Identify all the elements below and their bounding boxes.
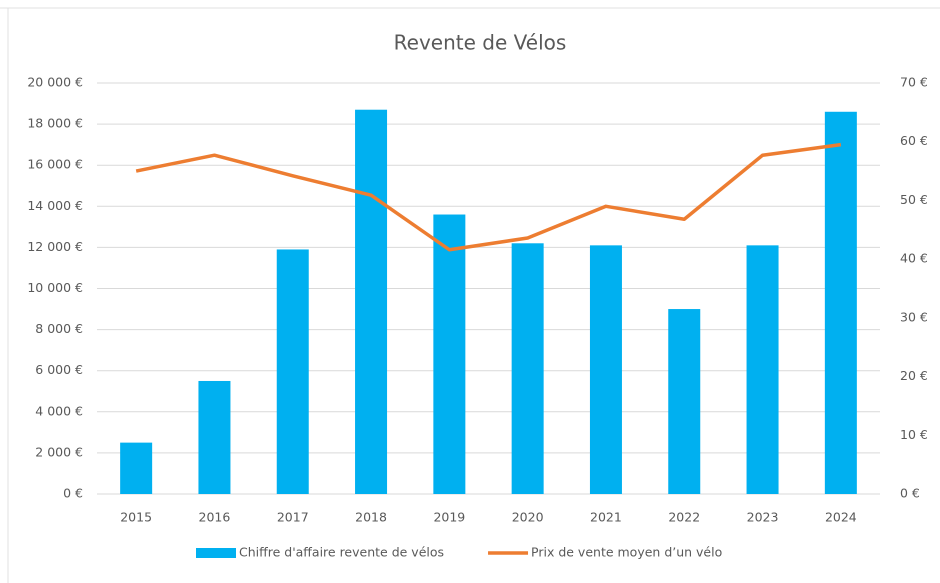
y-tick-label: 16 000 € [27, 157, 83, 172]
bar [511, 243, 544, 494]
x-tick-label: 2017 [277, 510, 309, 525]
y-tick-label: 0 € [63, 486, 83, 501]
bar [198, 380, 231, 494]
bar [589, 245, 622, 494]
line [135, 142, 842, 252]
bar [276, 249, 309, 494]
legend-label: Chiffre d'affaire revente de vélos [239, 545, 444, 560]
bar [668, 309, 701, 494]
bar [433, 214, 466, 494]
y2-tick-label: 20 € [900, 368, 928, 383]
y-tick-label: 6 000 € [35, 362, 83, 377]
x-tick-label: 2018 [355, 510, 387, 525]
legend-swatch [196, 548, 236, 558]
chart-title: Revente de Vélos [394, 31, 567, 55]
y2-tick-label: 60 € [900, 133, 928, 148]
y-tick-label: 10 000 € [27, 280, 83, 295]
x-tick-label: 2023 [747, 510, 779, 525]
y2-tick-label: 70 € [900, 75, 928, 90]
x-tick-label: 2019 [433, 510, 465, 525]
x-tick-label: 2016 [199, 510, 231, 525]
y2-tick-label: 30 € [900, 309, 928, 324]
y-tick-label: 18 000 € [27, 116, 83, 131]
y2-tick-label: 10 € [900, 427, 928, 442]
y2-tick-label: 0 € [900, 486, 920, 501]
y-tick-label: 20 000 € [27, 75, 83, 90]
bar [746, 245, 779, 494]
bar [824, 111, 857, 495]
x-tick-label: 2022 [668, 510, 700, 525]
bar [120, 442, 153, 494]
bar [355, 109, 388, 494]
y-tick-label: 8 000 € [35, 321, 83, 336]
y-tick-label: 4 000 € [35, 403, 83, 418]
legend-label: Prix de vente moyen d’un vélo [531, 545, 722, 560]
x-tick-label: 2020 [512, 510, 544, 525]
y2-tick-label: 40 € [900, 251, 928, 266]
y-tick-label: 2 000 € [35, 444, 83, 459]
x-tick-label: 2021 [590, 510, 622, 525]
y2-tick-label: 50 € [900, 192, 928, 207]
x-tick-label: 2015 [120, 510, 152, 525]
y-tick-label: 14 000 € [27, 198, 83, 213]
x-tick-label: 2024 [825, 510, 857, 525]
y-tick-label: 12 000 € [27, 239, 83, 254]
